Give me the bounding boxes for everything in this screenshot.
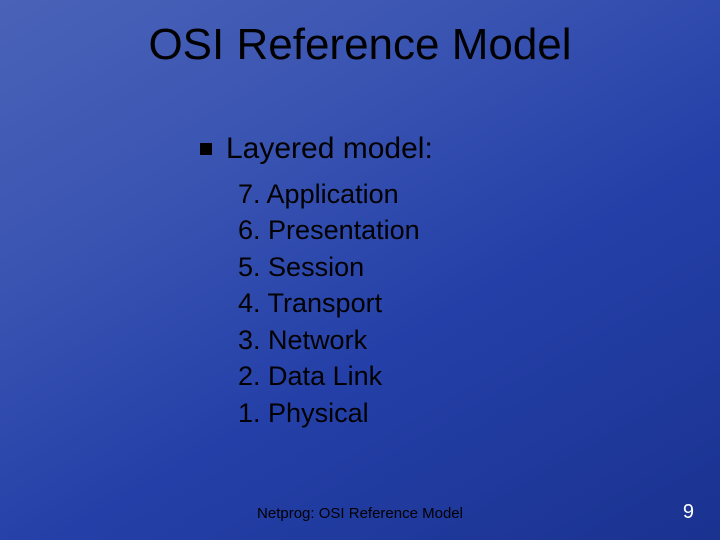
layer-name: Data Link	[268, 361, 382, 391]
bullet-label: Layered model:	[226, 132, 433, 166]
layer-number: 7.	[238, 179, 261, 209]
layer-name: Session	[268, 252, 364, 282]
list-item: 4. Transport	[238, 285, 433, 321]
layer-number: 2.	[238, 361, 261, 391]
square-bullet-icon	[200, 143, 212, 155]
layer-name: Network	[268, 325, 367, 355]
list-item: 2. Data Link	[238, 358, 433, 394]
layer-number: 5.	[238, 252, 261, 282]
page-number: 9	[683, 501, 694, 524]
slide-body: Layered model: 7. Application 6. Present…	[200, 132, 433, 431]
layer-number: 1.	[238, 398, 261, 428]
list-item: 7. Application	[238, 176, 433, 212]
layer-name: Application	[267, 179, 399, 209]
slide-footer: Netprog: OSI Reference Model	[0, 505, 720, 522]
layer-name: Transport	[268, 288, 383, 318]
layer-number: 3.	[238, 325, 261, 355]
bullet-item: Layered model:	[200, 132, 433, 166]
layer-list: 7. Application 6. Presentation 5. Sessio…	[238, 176, 433, 431]
slide-title: OSI Reference Model	[0, 20, 720, 70]
slide: OSI Reference Model Layered model: 7. Ap…	[0, 0, 720, 540]
layer-name: Presentation	[268, 215, 420, 245]
list-item: 1. Physical	[238, 395, 433, 431]
layer-name: Physical	[268, 398, 369, 428]
list-item: 5. Session	[238, 249, 433, 285]
list-item: 3. Network	[238, 322, 433, 358]
layer-number: 6.	[238, 215, 261, 245]
list-item: 6. Presentation	[238, 212, 433, 248]
layer-number: 4.	[238, 288, 261, 318]
